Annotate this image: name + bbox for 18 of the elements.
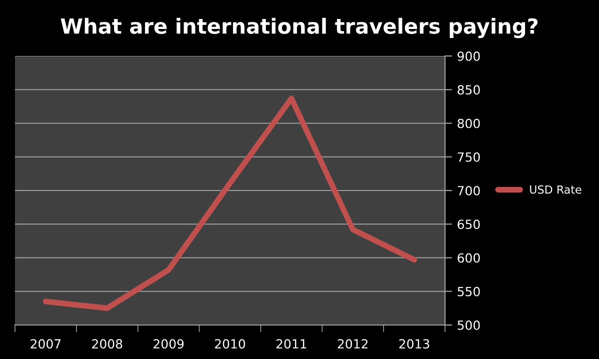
legend-label: USD Rate bbox=[530, 185, 582, 194]
y-tick-label: 800 bbox=[458, 118, 480, 128]
y-tick-label: 600 bbox=[458, 253, 480, 263]
x-tick-label: 2013 bbox=[399, 339, 430, 349]
x-tick-label: 2007 bbox=[30, 339, 61, 349]
x-tick-label: 2012 bbox=[338, 339, 368, 349]
x-tick-label: 2009 bbox=[154, 339, 184, 349]
chart-title: What are international travelers paying? bbox=[60, 18, 538, 38]
y-tick-label: 500 bbox=[458, 320, 480, 330]
y-tick-label: 750 bbox=[458, 152, 480, 162]
y-tick-label: 850 bbox=[458, 85, 480, 95]
y-tick-label: 700 bbox=[458, 186, 480, 196]
y-tick-label: 900 bbox=[458, 51, 480, 61]
x-tick-label: 2010 bbox=[215, 339, 246, 349]
x-tick-label: 2008 bbox=[92, 339, 122, 349]
y-tick-label: 550 bbox=[458, 286, 480, 296]
x-tick-label: 2011 bbox=[276, 339, 306, 349]
y-tick-label: 650 bbox=[458, 220, 480, 230]
